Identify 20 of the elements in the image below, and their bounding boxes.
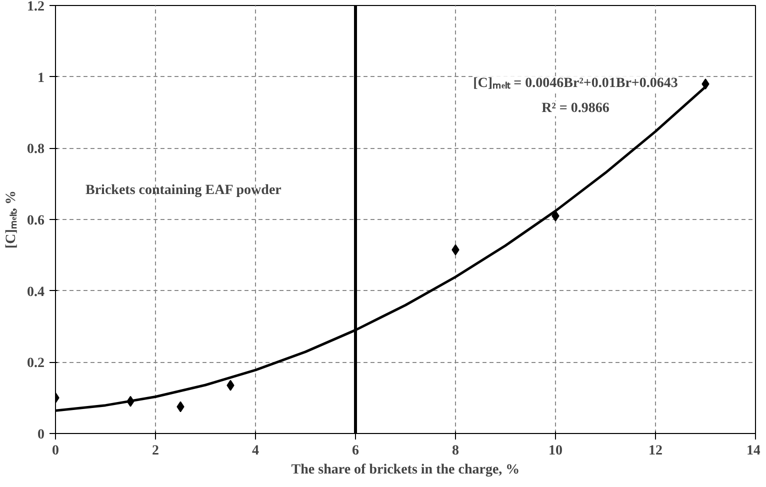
x-tick-label: 8 <box>452 444 459 458</box>
y-tick-label: 1.2 <box>27 0 44 14</box>
x-tick-label: 2 <box>152 444 159 458</box>
annotation: R² = 0.9866 <box>542 101 610 116</box>
x-tick-label: 6 <box>352 444 359 458</box>
y-tick-label: 1 <box>38 70 44 86</box>
x-tick-label: 10 <box>548 444 562 458</box>
y-tick-label: 0.4 <box>27 284 44 300</box>
y-tick-label: 0 <box>38 428 44 442</box>
annotation: Brickets containing EAF powder <box>86 183 282 198</box>
y-tick-label: 0.6 <box>27 214 44 228</box>
x-axis-title: The share of brickets in the charge, % <box>291 462 520 478</box>
x-tick-label: 12 <box>648 444 662 458</box>
y-axis-title: [C]ₘₑₗₜ, % <box>4 190 19 249</box>
y-tick-label: 0.8 <box>27 142 44 158</box>
x-tick-label: 0 <box>52 444 59 458</box>
annotation: [C]ₘₑₗₜ = 0.0046Br²+0.01Br+0.0643 <box>473 76 678 92</box>
x-tick-label: 14 <box>746 444 760 458</box>
x-tick-label: 4 <box>252 444 259 458</box>
y-tick-label: 0.2 <box>27 356 44 372</box>
